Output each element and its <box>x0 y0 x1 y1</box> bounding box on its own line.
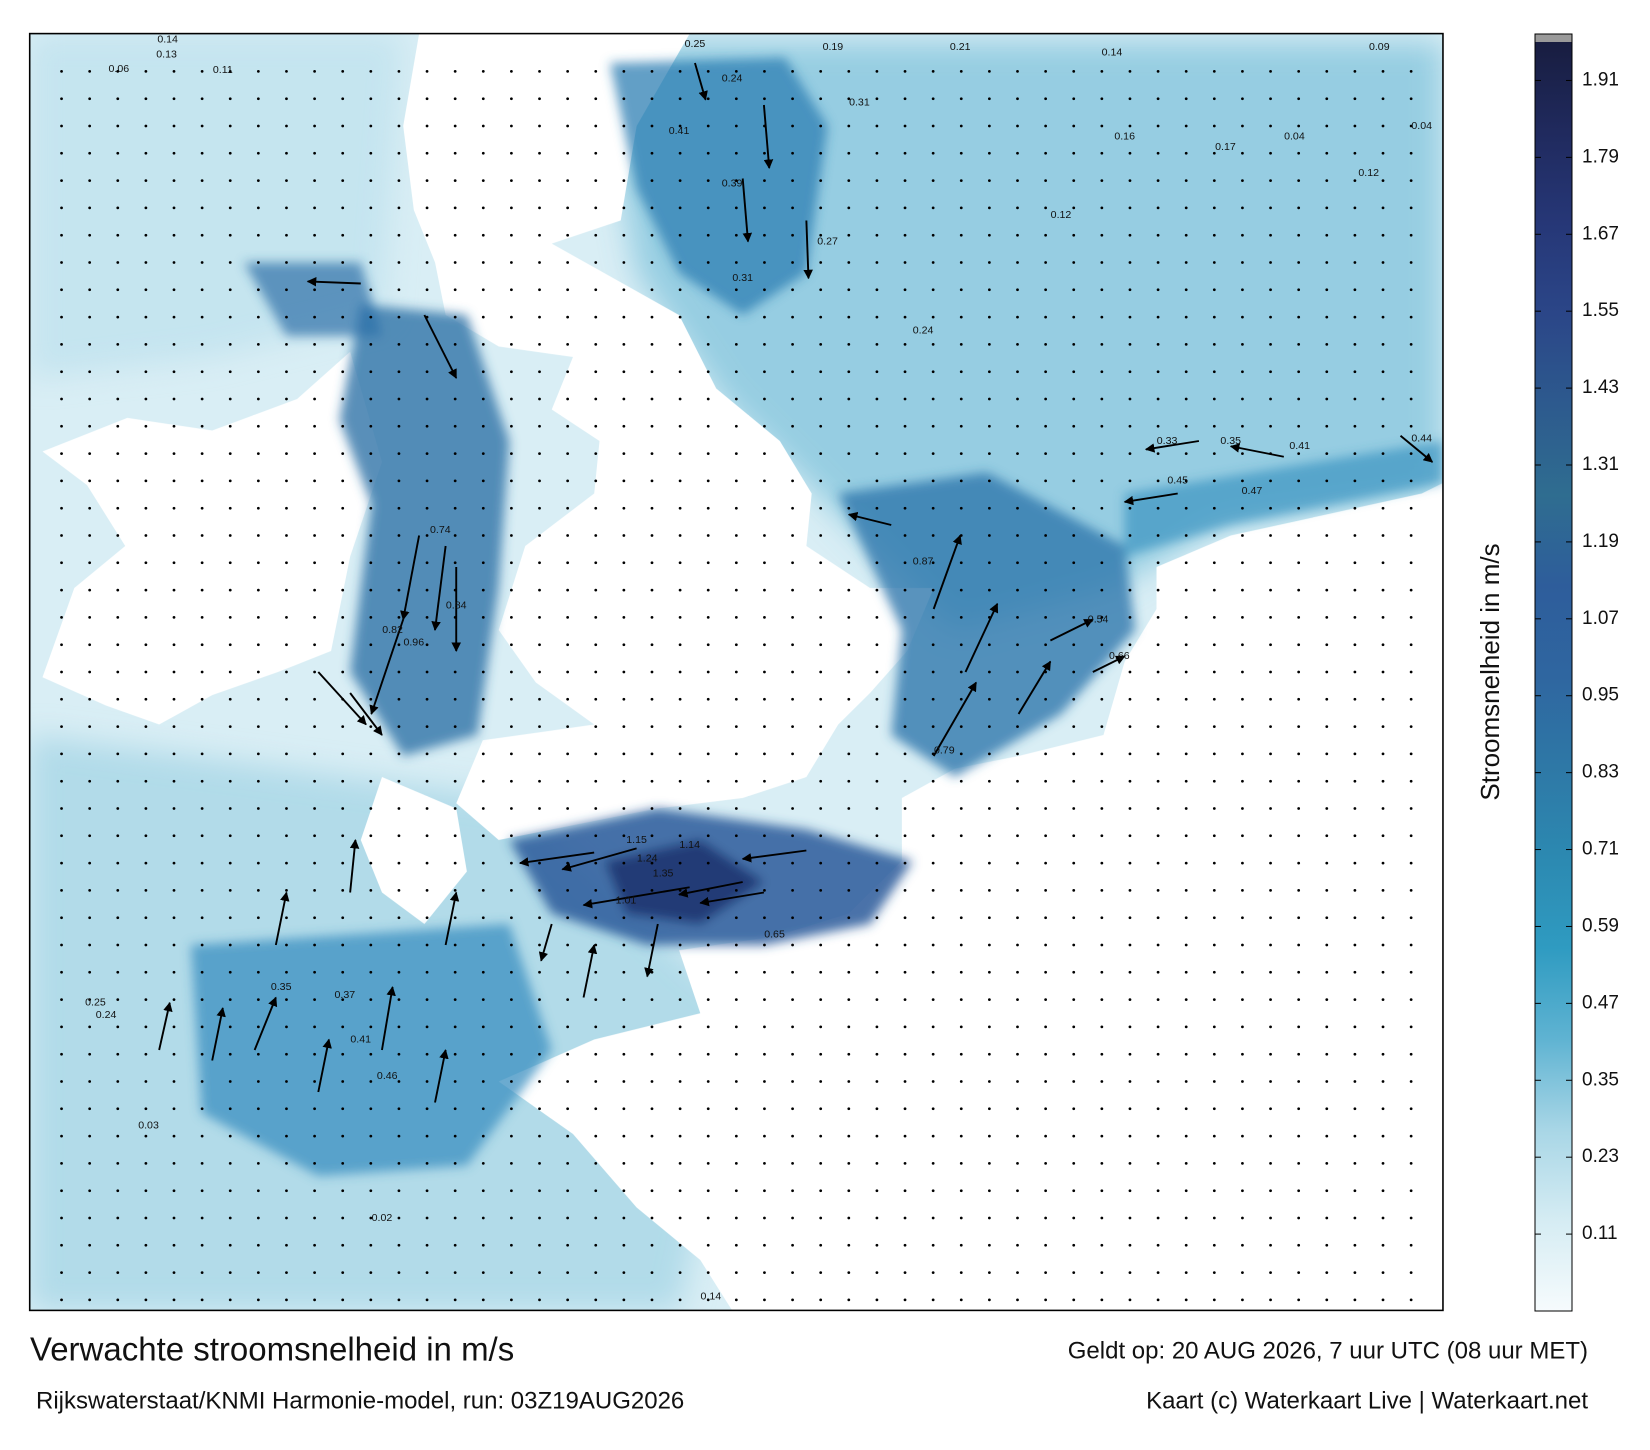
speed-label: 0.04 <box>1411 120 1432 132</box>
speed-label: 0.41 <box>350 1033 371 1045</box>
credit: Kaart (c) Waterkaart Live | Waterkaart.n… <box>1146 1387 1588 1414</box>
colorbar-tick-label: 1.07 <box>1582 608 1619 629</box>
speed-label: 0.24 <box>913 325 934 337</box>
colorbar-ramp <box>1535 42 1572 1311</box>
speed-label: 0.04 <box>1284 130 1305 142</box>
speed-label: 0.27 <box>817 235 838 247</box>
speed-label: 0.39 <box>722 178 743 190</box>
current-arrows <box>158 62 1434 1103</box>
colorbar: Stroomsnelheid in m/s 0.11 0.23 0.35 0.47 0.… <box>1475 33 1619 1312</box>
map-frame <box>28 32 1444 1312</box>
speed-label: 0.47 <box>1242 485 1263 497</box>
speed-label: 0.24 <box>96 1009 117 1021</box>
speed-label: 0.41 <box>1289 440 1310 452</box>
speed-label: 0.44 <box>1411 433 1432 445</box>
speed-label: 0.66 <box>1109 650 1130 662</box>
speed-labels: 0.140.130.06 0.110.250.240.190.310.21 0.14… <box>85 34 1432 1303</box>
speed-label: 0.65 <box>764 928 785 940</box>
colorbar-tick-label: 1.55 <box>1582 300 1619 321</box>
colorbar-tick-label: 0.83 <box>1582 762 1619 783</box>
colorbar-tick-label: 0.95 <box>1582 685 1619 706</box>
colorbar-tick-label: 0.47 <box>1582 992 1619 1013</box>
colorbar-cap <box>1535 34 1572 42</box>
valid-time: Geldt op: 20 AUG 2026, 7 uur UTC (08 uur… <box>1068 1337 1588 1364</box>
speed-label: 0.84 <box>446 600 467 612</box>
speed-label: 0.16 <box>1114 130 1135 142</box>
colorbar-tick-label: 0.59 <box>1582 915 1619 936</box>
speed-label: 1.24 <box>637 853 658 865</box>
speed-label: 1.14 <box>679 839 700 851</box>
speed-label: 0.09 <box>1369 41 1390 53</box>
speed-label: 0.31 <box>732 272 753 284</box>
speed-label: 1.15 <box>626 834 647 846</box>
speed-label: 0.74 <box>430 524 451 536</box>
colorbar-tick-label: 1.91 <box>1582 69 1619 90</box>
speed-label: 0.11 <box>213 64 233 76</box>
speed-label: 0.17 <box>1215 141 1236 153</box>
colorbar-tick-label: 1.67 <box>1582 223 1619 244</box>
speed-label: 0.87 <box>913 556 934 568</box>
speed-label: 0.14 <box>157 34 178 46</box>
grid-dots <box>60 70 1413 1302</box>
map-area: 0.140.130.06 0.110.250.240.190.310.21 0.14… <box>29 33 1443 1311</box>
speed-label: 0.37 <box>335 989 356 1001</box>
speed-label: 1.35 <box>653 867 674 879</box>
speed-label: 0.06 <box>109 63 130 75</box>
colorbar-tick-label: 1.19 <box>1582 531 1619 552</box>
colorbar-tick-label: 1.31 <box>1582 454 1619 475</box>
colorbar-label: Stroomsnelheid in m/s <box>1475 543 1505 800</box>
speed-label: 0.13 <box>156 48 177 60</box>
speed-label: 0.14 <box>701 1291 722 1303</box>
colorbar-tick-label: 0.71 <box>1582 839 1619 860</box>
speed-label: 0.46 <box>377 1070 398 1082</box>
colorbar-tick-label: 0.23 <box>1582 1146 1619 1167</box>
speed-label: 0.25 <box>685 38 706 50</box>
speed-label: 0.41 <box>669 125 690 137</box>
speed-label: 0.96 <box>403 636 424 648</box>
speed-label: 0.31 <box>849 97 870 109</box>
colorbar-tick-label: 1.79 <box>1582 146 1619 167</box>
speed-label: 0.02 <box>372 1212 393 1224</box>
speed-label: 1.01 <box>616 895 637 907</box>
speed-label: 0.12 <box>1358 167 1379 179</box>
speed-label: 0.19 <box>823 41 844 53</box>
colorbar-frame <box>1534 33 1573 1312</box>
speed-label: 0.54 <box>1088 613 1109 625</box>
speed-label: 0.82 <box>382 624 403 636</box>
speed-label: 0.35 <box>271 981 292 993</box>
speed-label: 0.33 <box>1157 435 1178 447</box>
speed-label: 0.24 <box>722 73 743 85</box>
speed-label: 0.45 <box>1167 475 1188 487</box>
map: 0.140.130.06 0.110.250.240.190.310.21 0.14… <box>28 32 1444 1312</box>
colorbar-tick-label: 1.43 <box>1582 377 1619 398</box>
land <box>42 33 1443 1311</box>
speed-label: 0.35 <box>1220 435 1241 447</box>
speed-label: 0.03 <box>138 1119 159 1131</box>
speed-label: 0.21 <box>950 41 971 53</box>
speed-label: 0.14 <box>1102 46 1123 58</box>
speed-label: 0.79 <box>934 745 955 757</box>
speed-label: 0.25 <box>85 997 106 1009</box>
speed-label: 0.12 <box>1051 209 1072 221</box>
title: Verwachte stroomsnelheid in m/s <box>30 1331 514 1368</box>
colorbar-tick-label: 0.11 <box>1582 1223 1618 1244</box>
run-info: Rijkswaterstaat/KNMI Harmonie-model, run… <box>36 1387 684 1414</box>
colorbar-tick-label: 0.35 <box>1582 1069 1619 1090</box>
